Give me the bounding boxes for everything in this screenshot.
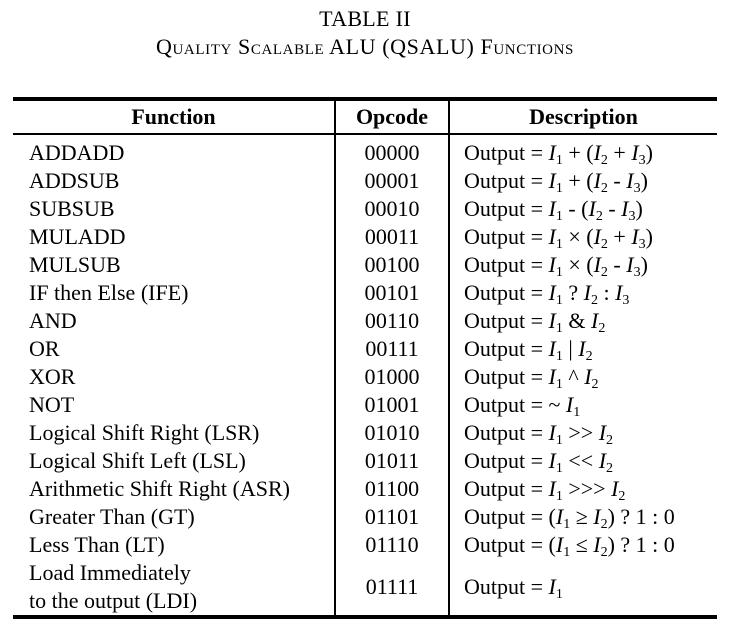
description-expression: Output = (I1 ≥ I2) ? 1 : 0 [464, 504, 675, 532]
function-cell: Logical Shift Left (LSL) [29, 448, 246, 473]
header-description: Description [448, 97, 717, 135]
function-cell: MULSUB [29, 252, 121, 277]
opcode-cell: 01100 [334, 475, 449, 503]
function-line: to the output (LDI) [29, 588, 198, 613]
description-cell: Output = (I1 ≤ I2) ? 1 : 0 [448, 531, 717, 560]
function-cell: Logical Shift Right (LSR) [29, 420, 260, 445]
description-cell: Output = I1 ? I2 : I3 [448, 279, 717, 308]
opcode-cell: 01101 [334, 503, 449, 531]
description-expression: Output = I1 - (I2 - I3) [464, 196, 643, 224]
opcode-cell: 00111 [334, 335, 449, 363]
opcode-cell: 00110 [334, 307, 449, 335]
function-cell: AND [29, 308, 77, 333]
function-cell: OR [29, 336, 60, 361]
description-expression: Output = ~ I1 [464, 392, 581, 420]
opcode-cell: 01110 [334, 531, 449, 559]
table-title: Quality Scalable ALU (QSALU) Functions [156, 34, 574, 59]
function-cell: Load Immediately to the output (LDI) [13, 559, 335, 619]
opcode-cell: 00011 [334, 223, 449, 251]
header-function: Function [13, 97, 335, 135]
table-row: ADDADD 00000 Output = I1 + (I2 + I3) [13, 134, 717, 168]
table-row: XOR 01000 Output = I1 ^ I2 [13, 363, 717, 392]
table-row: Load Immediately to the output (LDI) 011… [13, 559, 717, 619]
table-row: ADDSUB 00001 Output = I1 + (I2 - I3) [13, 167, 717, 196]
description-cell: Output = I1 | I2 [448, 335, 717, 364]
table-body: ADDADD 00000 Output = I1 + (I2 + I3) ADDSUB… [13, 134, 717, 619]
table-row: IF then Else (IFE) 00101 Output = I1 ? I2 … [13, 279, 717, 308]
description-cell: Output = (I1 ≥ I2) ? 1 : 0 [448, 503, 717, 532]
description-cell: Output = I1 >> I2 [448, 419, 717, 448]
table-row: AND 00110 Output = I1 & I2 [13, 307, 717, 336]
opcode-cell: 01001 [334, 391, 449, 419]
table-row: OR 00111 Output = I1 | I2 [13, 335, 717, 364]
description-cell: Output = I1 ^ I2 [448, 363, 717, 392]
table-row: NOT 01001 Output = ~ I1 [13, 391, 717, 420]
function-cell: ADDADD [29, 140, 125, 165]
description-cell: Output = I1 × (I2 - I3) [448, 251, 717, 280]
opcode-cell: 00100 [334, 251, 449, 279]
description-expression: Output = I1 × (I2 + I3) [464, 224, 653, 252]
description-expression: Output = (I1 ≤ I2) ? 1 : 0 [464, 532, 675, 560]
description-expression: Output = I1 >> I2 [464, 420, 614, 448]
header-opcode: Opcode [334, 97, 449, 135]
table-row: MULADD 00011 Output = I1 × (I2 + I3) [13, 223, 717, 252]
description-cell: Output = I1 & I2 [448, 307, 717, 336]
description-expression: Output = I1 [464, 574, 563, 602]
opcode-cell: 00101 [334, 279, 449, 307]
table-row: Arithmetic Shift Right (ASR) 01100 Output … [13, 475, 717, 504]
function-cell: Less Than (LT) [29, 532, 165, 557]
function-cell: NOT [29, 392, 75, 417]
opcode-cell: 01011 [334, 447, 449, 475]
function-cell: MULADD [29, 224, 126, 249]
table-label: TABLE II [319, 6, 411, 31]
table-row: SUBSUB 00010 Output = I1 - (I2 - I3) [13, 195, 717, 224]
function-cell: Greater Than (GT) [29, 504, 195, 529]
opcode-cell: 00000 [334, 134, 449, 167]
table-row: Less Than (LT) 01110 Output = (I1 ≤ I2) ? … [13, 531, 717, 560]
table-row: Logical Shift Right (LSR) 01010 Output = I… [13, 419, 717, 448]
opcode-cell: 00010 [334, 195, 449, 223]
qsalu-functions-table: Function Opcode Description ADDADD 00000 O… [13, 97, 717, 619]
function-line: Load Immediately [29, 560, 191, 585]
opcode-cell: 01000 [334, 363, 449, 391]
description-cell: Output = ~ I1 [448, 391, 717, 420]
description-expression: Output = I1 + (I2 + I3) [464, 140, 653, 168]
description-cell: Output = I1 × (I2 + I3) [448, 223, 717, 252]
function-cell: Arithmetic Shift Right (ASR) [29, 476, 290, 501]
table-row: Greater Than (GT) 01101 Output = (I1 ≥ I2)… [13, 503, 717, 532]
description-expression: Output = I1 | I2 [464, 336, 593, 364]
description-expression: Output = I1 & I2 [464, 308, 606, 336]
description-expression: Output = I1 ? I2 : I3 [464, 280, 630, 308]
function-cell: XOR [29, 364, 76, 389]
header-row: Function Opcode Description [13, 97, 717, 135]
description-expression: Output = I1 + (I2 - I3) [464, 168, 648, 196]
function-cell: SUBSUB [29, 196, 115, 221]
description-cell: Output = I1 + (I2 + I3) [448, 134, 717, 168]
description-cell: Output = I1 [448, 559, 717, 619]
description-expression: Output = I1 >>> I2 [464, 476, 626, 504]
description-cell: Output = I1 + (I2 - I3) [448, 167, 717, 196]
description-cell: Output = I1 << I2 [448, 447, 717, 476]
opcode-cell: 01111 [334, 559, 449, 619]
function-cell: IF then Else (IFE) [29, 280, 189, 305]
table-row: MULSUB 00100 Output = I1 × (I2 - I3) [13, 251, 717, 280]
table-row: Logical Shift Left (LSL) 01011 Output = I1… [13, 447, 717, 476]
description-expression: Output = I1 << I2 [464, 448, 614, 476]
description-expression: Output = I1 ^ I2 [464, 364, 599, 392]
description-cell: Output = I1 >>> I2 [448, 475, 717, 504]
functions-table: Function Opcode Description ADDADD 00000 O… [13, 97, 717, 619]
description-cell: Output = I1 - (I2 - I3) [448, 195, 717, 224]
description-expression: Output = I1 × (I2 - I3) [464, 252, 648, 280]
function-cell: ADDSUB [29, 168, 120, 193]
opcode-cell: 01010 [334, 419, 449, 447]
opcode-cell: 00001 [334, 167, 449, 195]
